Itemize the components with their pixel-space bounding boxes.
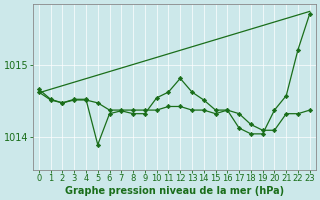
X-axis label: Graphe pression niveau de la mer (hPa): Graphe pression niveau de la mer (hPa) [65, 186, 284, 196]
